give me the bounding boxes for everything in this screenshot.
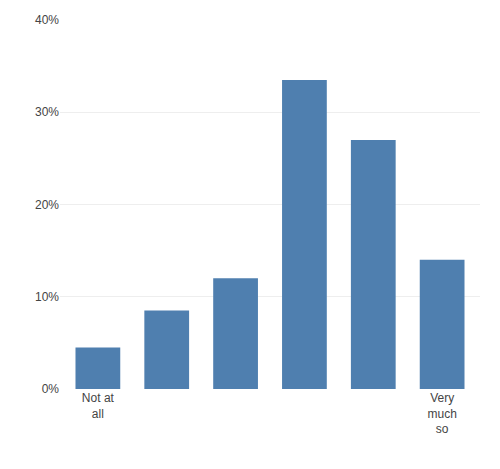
svg-text:30%: 30% — [35, 105, 59, 119]
svg-text:20%: 20% — [35, 198, 59, 212]
svg-text:10%: 10% — [35, 290, 59, 304]
svg-text:Not atall: Not atall — [82, 391, 115, 421]
svg-text:40%: 40% — [35, 13, 59, 27]
svg-text:0%: 0% — [42, 382, 60, 396]
svg-text:Verymuchso: Verymuchso — [427, 391, 456, 436]
